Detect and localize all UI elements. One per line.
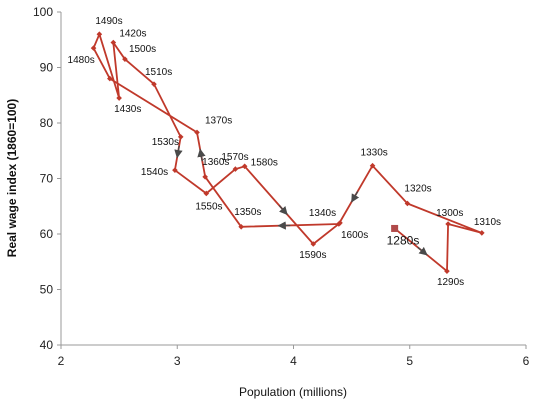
data-point (444, 268, 450, 274)
point-label: 1370s (205, 115, 232, 126)
point-label: 1550s (195, 201, 222, 212)
x-tick-label: 4 (290, 354, 297, 368)
point-label: 1590s (299, 250, 326, 261)
data-point (369, 162, 376, 169)
point-label: 1510s (145, 67, 172, 78)
tick-labels: 40 50 60 70 80 90 100 2 3 4 5 6 (33, 5, 530, 368)
point-label: 1480s (68, 55, 95, 66)
direction-arrow (197, 148, 206, 162)
axis-titles: Population (millions) Real wage index (1… (5, 99, 347, 399)
y-tick-label: 70 (40, 172, 54, 186)
point-label: 1580s (251, 157, 278, 168)
data-point (116, 95, 122, 101)
data-point (107, 75, 113, 82)
point-label: 1500s (129, 44, 156, 55)
direction-arrows (174, 145, 428, 256)
data-point (479, 230, 485, 236)
point-label: 1310s (474, 217, 501, 228)
data-point (172, 167, 178, 173)
x-axis-title: Population (millions) (239, 385, 347, 399)
data-point (177, 134, 184, 140)
y-tick-label: 60 (40, 227, 54, 241)
x-tick-label: 6 (523, 354, 530, 368)
data-point (90, 45, 97, 51)
point-label: 1420s (119, 29, 146, 40)
data-point (404, 200, 411, 207)
data-point (238, 223, 244, 230)
data-point (110, 39, 117, 46)
data-points (90, 31, 485, 274)
direction-arrow (278, 205, 288, 216)
point-label: 1360s (202, 157, 229, 168)
point-label: 1330s (361, 148, 388, 159)
y-tick-label: 40 (40, 338, 54, 352)
point-label: 1600s (341, 230, 368, 241)
point-label: 1300s (436, 208, 463, 219)
data-point (122, 56, 128, 62)
data-point (337, 220, 343, 226)
point-labels: 1280s 1290s 1300s 1310s 1320s 1330s 1340s 1350s… (68, 16, 502, 288)
point-label: 1340s (309, 208, 336, 219)
y-tick-label: 50 (40, 283, 54, 297)
point-label: 1490s (95, 16, 122, 27)
point-label: 1320s (404, 183, 431, 194)
series-line (92, 33, 483, 273)
y-tick-label: 90 (40, 61, 54, 75)
point-label: 1430s (114, 104, 141, 115)
direction-arrow (351, 191, 360, 203)
data-point (202, 174, 208, 180)
y-tick-label: 100 (33, 5, 53, 19)
data-point (310, 241, 317, 247)
data-point (445, 221, 451, 227)
axes (57, 11, 527, 349)
data-point (241, 163, 248, 170)
data-point (96, 31, 103, 37)
point-label: 1530s (152, 137, 179, 148)
point-label: 1540s (141, 167, 168, 178)
y-tick-label: 80 (40, 116, 54, 130)
point-label: 1350s (234, 207, 261, 218)
point-label: 1570s (221, 152, 248, 163)
x-tick-label: 2 (58, 354, 65, 368)
data-point (194, 129, 200, 136)
x-tick-label: 5 (406, 354, 413, 368)
data-point (151, 81, 157, 87)
data-point (232, 166, 239, 172)
direction-arrow (174, 145, 183, 159)
point-label: 1290s (437, 277, 464, 288)
x-tick-label: 3 (174, 354, 181, 368)
point-label: 1280s (387, 233, 420, 247)
y-axis-title: Real wage index (1860=100) (5, 99, 19, 257)
start-marker (391, 224, 399, 232)
data-point (203, 190, 210, 197)
series-path (92, 33, 483, 273)
direction-arrow (417, 246, 428, 256)
